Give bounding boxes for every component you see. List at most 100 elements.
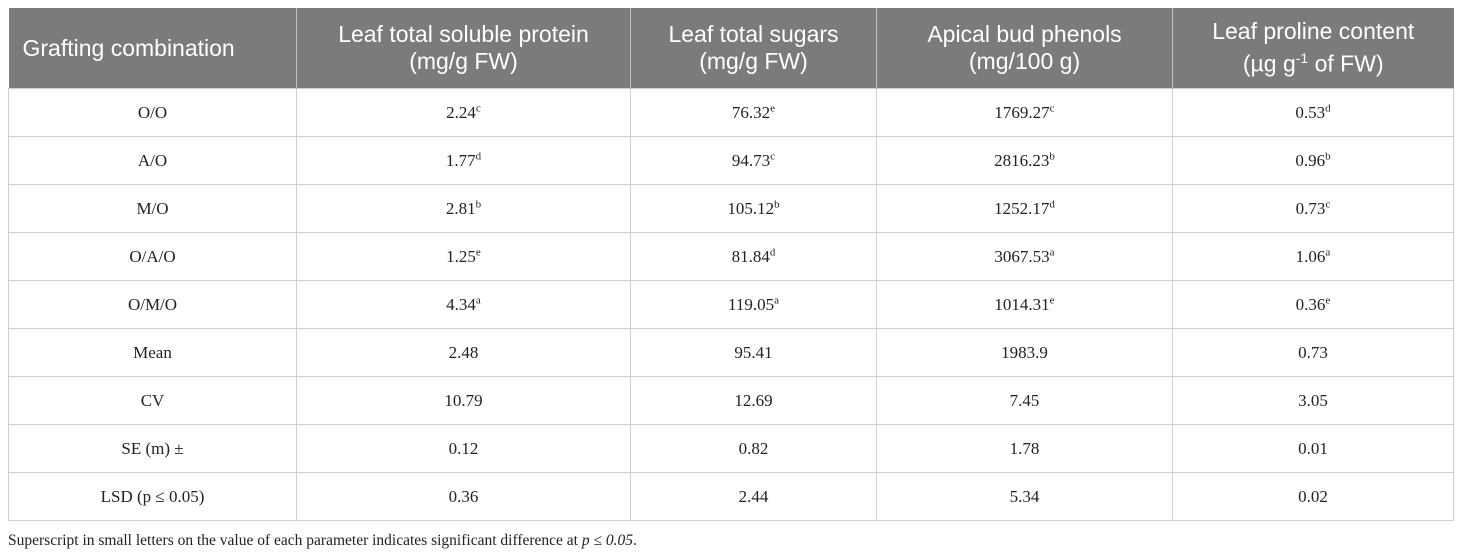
table-row: LSD (p ≤ 0.05) 0.36 2.44 5.34 0.02: [8, 472, 1454, 521]
row-label: SE (m) ±: [8, 424, 297, 473]
significance-letter: a: [475, 293, 481, 306]
cell-value: 1.77: [445, 150, 476, 170]
table-cell: 7.45: [876, 376, 1173, 425]
table-cell: 0.01: [1172, 424, 1454, 473]
cell-value: 2.44: [738, 486, 769, 506]
table-cell: 1252.17d: [876, 184, 1173, 233]
cell-value: 95.41: [734, 342, 773, 362]
table-cell: 10.79: [296, 376, 631, 425]
significance-letter: d: [1325, 101, 1331, 114]
table-cell: 0.36e: [1172, 280, 1454, 329]
table-cell: 2816.23b: [876, 136, 1173, 185]
cell-value: 0.73: [1298, 342, 1328, 362]
table-cell: 0.53d: [1172, 88, 1454, 137]
cell-value: 4.34: [446, 294, 476, 314]
table-footnote: Superscript in small letters on the valu…: [8, 532, 637, 549]
table-cell: 1.78: [876, 424, 1173, 473]
significance-letter: e: [475, 245, 481, 258]
cell-value: 0.73: [1295, 198, 1326, 218]
table-cell: 12.69: [630, 376, 877, 425]
table-cell: 0.12: [296, 424, 631, 473]
cell-value: 1769.27: [994, 102, 1050, 122]
row-label: LSD (p ≤ 0.05): [8, 472, 297, 521]
table-cell: 1.25e: [296, 232, 631, 281]
table-row: SE (m) ± 0.12 0.82 1.78 0.01: [8, 424, 1454, 473]
significance-letter: b: [1049, 149, 1055, 162]
significance-letter: b: [475, 197, 482, 210]
table-cell: 0.02: [1172, 472, 1454, 521]
significance-letter: a: [1325, 245, 1331, 258]
cell-value: 0.96: [1295, 150, 1326, 170]
results-table: Grafting combination Leaf total soluble …: [8, 8, 1454, 521]
table-row: A/O 1.77d 94.73c 2816.23b 0.96b: [8, 136, 1454, 185]
cell-value: 1014.31: [994, 294, 1050, 314]
cell-value: 7.45: [1009, 390, 1040, 410]
significance-letter: c: [1325, 197, 1331, 210]
table-cell: 1983.9: [876, 328, 1173, 377]
significance-letter: d: [1049, 197, 1055, 210]
table-cell: 1014.31e: [876, 280, 1173, 329]
significance-letter: a: [1049, 245, 1055, 258]
table-cell: 1.06a: [1172, 232, 1454, 281]
table-cell: 119.05a: [630, 280, 877, 329]
table-cell: 0.36: [296, 472, 631, 521]
table-cell: 5.34: [876, 472, 1173, 521]
cell-value: 0.82: [738, 438, 769, 458]
table-cell: 2.44: [630, 472, 877, 521]
cell-value: 1252.17: [994, 198, 1050, 218]
table-row: CV 10.79 12.69 7.45 3.05: [8, 376, 1454, 425]
header-grafting-combination: Grafting combination: [8, 8, 297, 89]
cell-value: 5.34: [1009, 486, 1040, 506]
table-row: M/O 2.81b 105.12b 1252.17d 0.73c: [8, 184, 1454, 233]
row-label: O/O: [8, 88, 297, 137]
cell-value: 119.05: [727, 294, 775, 314]
row-label: A/O: [8, 136, 297, 185]
table-cell: 95.41: [630, 328, 877, 377]
table-cell: 0.82: [630, 424, 877, 473]
significance-letter: d: [769, 245, 776, 258]
cell-value: 2.81: [445, 198, 476, 218]
significance-letter: e: [1049, 293, 1055, 306]
significance-letter: c: [475, 101, 481, 114]
table-cell: 1769.27c: [876, 88, 1173, 137]
table-cell: 76.32e: [630, 88, 877, 137]
header-leaf-total-soluble-protein: Leaf total soluble protein (mg/g FW): [296, 8, 631, 89]
table-row: O/M/O 4.34a 119.05a 1014.31e 0.36e: [8, 280, 1454, 329]
cell-value: 105.12: [727, 198, 775, 218]
significance-letter: a: [774, 293, 779, 306]
cell-value: 0.36: [448, 486, 479, 506]
table-cell: 2.81b: [296, 184, 631, 233]
table-cell: 0.96b: [1172, 136, 1454, 185]
row-label: O/A/O: [8, 232, 297, 281]
table-cell: 2.24c: [296, 88, 631, 137]
significance-letter: c: [770, 149, 776, 162]
cell-value: 1983.9: [1001, 342, 1048, 362]
row-label: Mean: [8, 328, 297, 377]
cell-value: 0.12: [448, 438, 479, 458]
significance-letter: c: [1049, 101, 1055, 114]
cell-value: 3067.53: [994, 246, 1050, 266]
table-cell: 3067.53a: [876, 232, 1173, 281]
table-cell: 0.73: [1172, 328, 1454, 377]
cell-value: 3.05: [1298, 390, 1328, 410]
table-cell: 4.34a: [296, 280, 631, 329]
cell-value: 0.02: [1298, 486, 1328, 506]
header-leaf-proline-content: Leaf proline content (µg g-1 of FW): [1172, 8, 1454, 89]
table-cell: 105.12b: [630, 184, 877, 233]
header-apical-bud-phenols: Apical bud phenols (mg/100 g): [876, 8, 1173, 89]
header-leaf-total-sugars: Leaf total sugars (mg/g FW): [630, 8, 877, 89]
cell-value: 0.36: [1295, 294, 1326, 314]
row-label: O/M/O: [8, 280, 297, 329]
results-table-container: Grafting combination Leaf total soluble …: [8, 8, 1454, 521]
table-cell: 3.05: [1172, 376, 1454, 425]
cell-value: 2.24: [446, 102, 476, 122]
cell-value: 1.06: [1295, 246, 1326, 266]
table-row: O/A/O 1.25e 81.84d 3067.53a 1.06a: [8, 232, 1454, 281]
row-label: CV: [8, 376, 297, 425]
significance-letter: e: [770, 101, 776, 114]
significance-letter: b: [1325, 149, 1331, 162]
cell-value: 12.69: [734, 390, 773, 410]
significance-letter: b: [774, 197, 780, 210]
table-cell: 94.73c: [630, 136, 877, 185]
cell-value: 10.79: [444, 390, 483, 410]
